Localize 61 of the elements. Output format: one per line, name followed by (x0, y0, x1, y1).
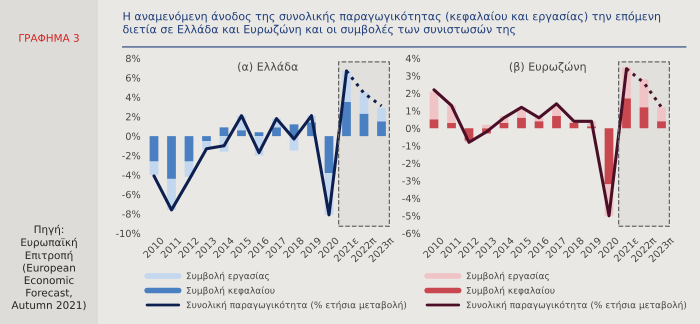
bar (202, 136, 211, 141)
y-tick-label: 3% (406, 72, 420, 80)
bar (150, 136, 158, 162)
y-tick-label: 6% (126, 74, 140, 82)
bar (254, 132, 264, 136)
y-tick-label: 1% (406, 107, 420, 115)
bar (657, 107, 666, 122)
bar (342, 102, 351, 136)
y-tick-label: 0% (406, 124, 420, 132)
bar (447, 123, 456, 128)
bar (430, 92, 438, 120)
y-tick-label: -1% (402, 142, 420, 150)
y-tick-label: -8% (122, 210, 140, 218)
legend-label: Συμβολή κεφαλαίου (466, 286, 554, 296)
y-tick-label: -5% (402, 212, 420, 220)
bar (534, 121, 544, 128)
bar (360, 114, 368, 136)
y-tick-label: -2% (402, 160, 420, 168)
bar (324, 136, 334, 174)
bar (150, 161, 158, 175)
y-tick-label: -6% (402, 230, 420, 238)
bar (430, 120, 438, 128)
legend-label: Συμβολή εργασίας (466, 272, 549, 281)
chart-subtitle: (β) Ευρωζώνη (510, 62, 586, 73)
y-tick-label: 2% (126, 113, 140, 120)
bar (657, 121, 666, 128)
y-tick-label: -10% (116, 230, 140, 238)
y-tick-label: -4% (122, 171, 140, 179)
legend-label: Συνολική παραγωγικότητα (% ετήσια μεταβολή) (186, 300, 406, 310)
legend-label: Συμβολή κεφαλαίου (186, 286, 274, 296)
bar (220, 127, 228, 136)
text: Πηγή: Ευρωπαϊκή Επιτροπή (European Economic Forecast, Autumn 2021) (12, 224, 86, 310)
chart-subtitle: (α) Ελλάδα (238, 62, 298, 72)
y-tick-label: -4% (402, 194, 420, 202)
bar (360, 92, 368, 114)
y-tick-label: 4% (126, 94, 140, 102)
bar (604, 128, 614, 184)
bar (570, 123, 578, 128)
bar (640, 79, 648, 108)
y-tick-label: 8% (126, 54, 140, 62)
legend-label: Συνολική παραγωγικότητα (% ετήσια μεταβολή) (466, 300, 686, 310)
y-tick-label: 0% (126, 132, 140, 140)
bar (377, 108, 386, 122)
bar (237, 130, 246, 136)
bar (517, 118, 526, 128)
y-tick-label: -6% (122, 190, 140, 198)
bar (622, 98, 631, 128)
y-tick-label: 2% (406, 90, 420, 98)
y-tick-label: 4% (406, 54, 420, 62)
chart-title: Η αναμενόμενη άνοδος της συνολικής παραγωγικότητας (κεφαλαίου και εργασίας) την επόμενη διετία σε Ελλάδα και Ευρωζώνη και οι συμβολές των συνιστωσών της (123, 11, 660, 36)
bar (184, 136, 194, 162)
y-tick-label: -2% (122, 152, 140, 160)
bar (377, 122, 386, 136)
bar (167, 136, 176, 179)
bar (272, 127, 281, 136)
legend-label: Συμβολή εργασίας (186, 272, 269, 281)
text: ΓΡΑΦΗΜΑ 3 (19, 34, 79, 42)
bar (640, 107, 648, 128)
bar (500, 123, 508, 128)
y-tick-label: -3% (402, 177, 420, 185)
bar (552, 116, 561, 128)
